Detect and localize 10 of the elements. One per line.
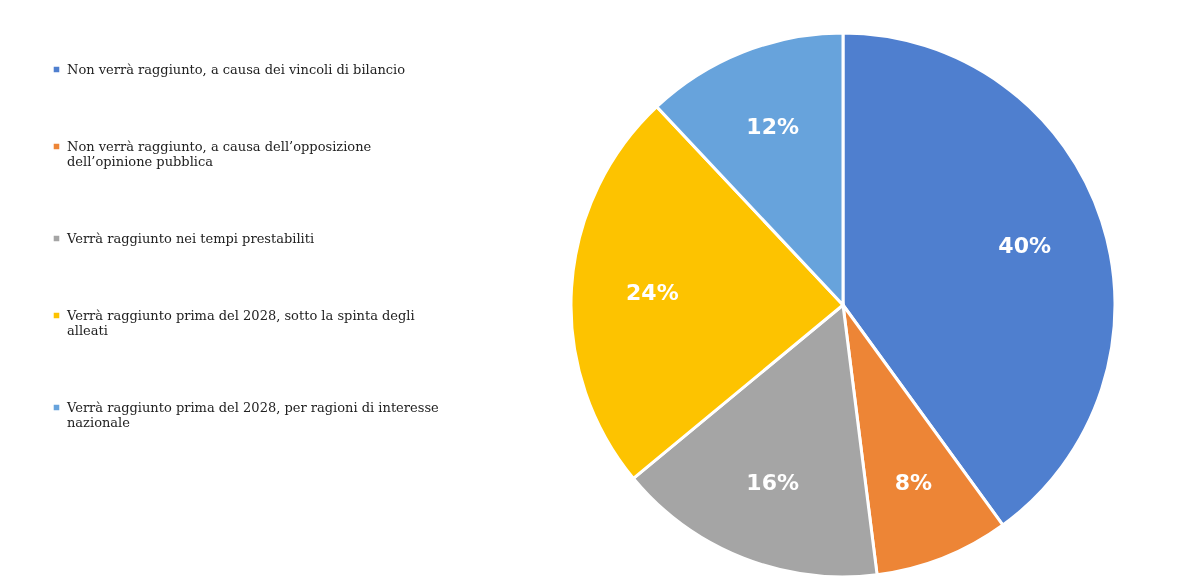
data-label: 12% (746, 114, 800, 140)
data-label: 8% (894, 469, 932, 495)
data-label: 40% (998, 232, 1051, 258)
legend-label: Verrà raggiunto prima del 2028, per ragioni di interesse nazionale (66, 399, 440, 430)
data-label: 16% (746, 469, 800, 495)
legend-label: Non verrà raggiunto, a causa dei vincoli di bilancio (67, 61, 406, 77)
legend-label: Verrà raggiunto prima del 2028, sotto la spinta degli alleati (66, 307, 415, 338)
legend-label: Non verrà raggiunto, a causa dell’opposizione dell’opinione pubblica (67, 138, 372, 169)
legend-label: Verrà raggiunto nei tempi prestabiliti (66, 230, 315, 246)
data-label: 24% (626, 280, 679, 306)
